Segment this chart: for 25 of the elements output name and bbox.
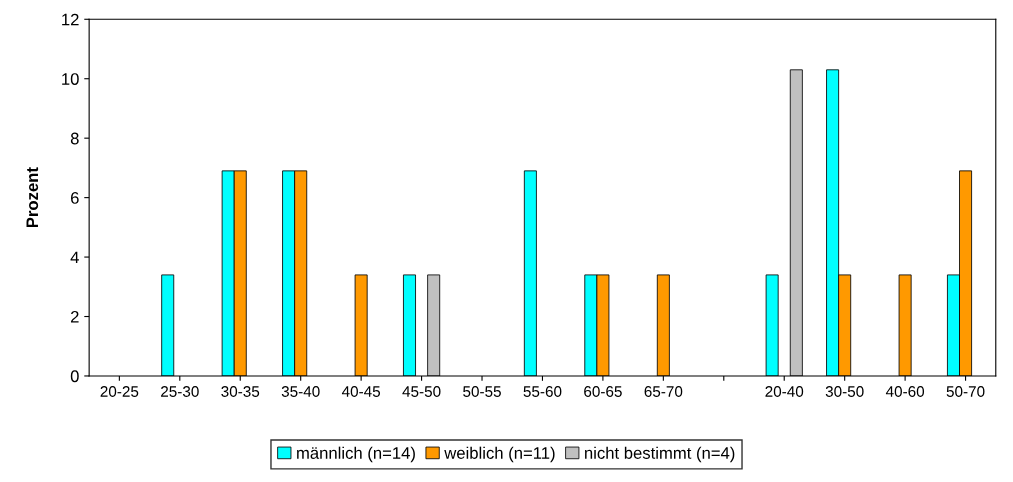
x-tick-label: 60-65	[584, 386, 622, 397]
x-tick-label: 30-50	[825, 386, 864, 397]
y-tick-label: 10	[62, 73, 79, 85]
x-tick-label: 40-45	[341, 386, 381, 397]
x-tick-label: 25-30	[161, 386, 199, 397]
y-tick-label: 0	[70, 370, 79, 383]
x-tick-label: 35-40	[281, 386, 320, 397]
y-axis-title: Prozent	[26, 167, 39, 228]
x-tick-label: 65-70	[644, 386, 683, 397]
x-tick-label: 50-70	[946, 386, 985, 397]
x-tick-label: 20-25	[100, 386, 139, 397]
y-tick-label: 6	[71, 192, 79, 204]
x-tick-label: 30-35	[221, 386, 260, 397]
x-tick-label: 40-60	[885, 386, 925, 397]
x-tick-label: 55-60	[523, 386, 562, 397]
x-tick-label: 50-55	[463, 386, 501, 397]
y-tick-label: 2	[70, 310, 79, 323]
legend-label: männlich (n=14)	[297, 446, 415, 463]
x-tick-label: 45-50	[402, 386, 441, 397]
y-tick-label: 8	[70, 132, 79, 145]
x-tick-label: 20-40	[765, 386, 804, 397]
y-tick-label: 4	[70, 251, 79, 264]
legend-label: weiblich (n=11)	[444, 446, 555, 463]
legend-label: nicht bestimmt (n=4)	[585, 446, 735, 463]
y-tick-label: 12	[62, 13, 79, 26]
